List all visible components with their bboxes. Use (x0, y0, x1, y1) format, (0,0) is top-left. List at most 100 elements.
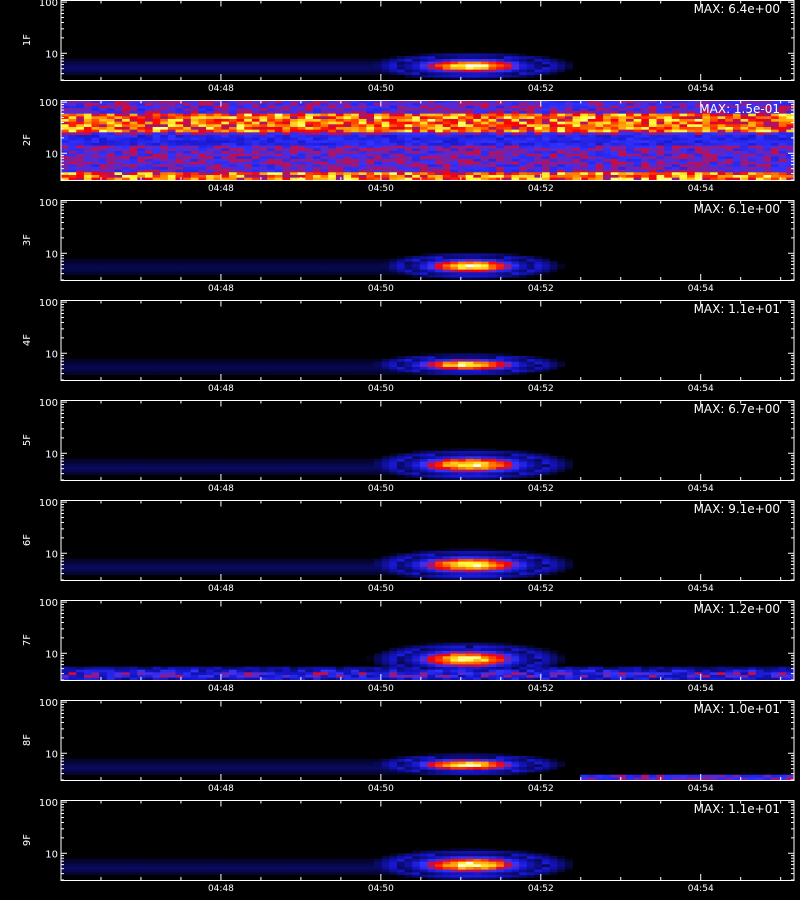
heatmap-cell (435, 477, 444, 481)
heatmap-cell (641, 158, 650, 162)
heatmap-cell (465, 137, 474, 141)
heatmap-cell (282, 129, 291, 133)
heatmap-cell (786, 134, 795, 138)
heatmap-cell (152, 72, 161, 75)
heatmap-cell (458, 466, 466, 470)
heatmap-cell (381, 164, 390, 167)
heatmap-cell (114, 142, 123, 146)
heatmap-cell (335, 72, 344, 75)
heatmap-cell (710, 166, 718, 170)
heatmap-cell (267, 61, 276, 65)
heatmap-cell (297, 72, 306, 75)
heatmap-cell (213, 121, 222, 125)
heatmap-cell (641, 113, 650, 117)
heatmap-cell (267, 66, 276, 70)
heatmap-cell (580, 164, 589, 167)
heatmap-cell (343, 264, 352, 267)
heatmap-cell (419, 261, 428, 265)
heatmap-cell (206, 105, 215, 109)
heatmap-cell (748, 174, 757, 178)
heatmap-cell (732, 116, 741, 119)
heatmap-cell (587, 100, 596, 103)
heatmap-cell (160, 258, 169, 262)
heatmap-cell (488, 256, 497, 259)
heatmap-cell (114, 108, 123, 111)
heatmap-cell (76, 264, 85, 267)
heatmap-cell (290, 132, 298, 135)
heatmap-cell (687, 169, 696, 173)
heatmap-cell (236, 264, 245, 267)
heatmap-cell (305, 110, 314, 114)
heatmap-cell (183, 266, 192, 270)
heatmap-cell (503, 364, 512, 367)
heatmap-cell (542, 129, 550, 133)
heatmap-cell (671, 132, 680, 135)
heatmap-cell (312, 361, 321, 365)
heatmap-cell (511, 61, 520, 65)
heatmap-cell (412, 150, 421, 154)
heatmap-cell (519, 364, 528, 367)
heatmap-cell (786, 118, 795, 122)
heatmap-cell (91, 364, 100, 367)
heatmap-cell (328, 110, 337, 114)
heatmap-cell (473, 158, 482, 162)
heatmap-cell (198, 272, 207, 275)
heatmap-cell (83, 126, 92, 130)
heatmap-cell (389, 64, 398, 67)
heatmap-cell (129, 174, 138, 178)
heatmap-cell (763, 116, 772, 119)
heatmap-cell (328, 153, 337, 157)
heatmap-cell (244, 145, 253, 149)
heatmap-cell (389, 134, 398, 138)
heatmap-cell (473, 277, 482, 281)
heatmap-cell (68, 108, 77, 111)
heatmap-cell (442, 140, 451, 143)
heatmap-cell (679, 134, 688, 138)
heatmap-cell (290, 105, 298, 109)
heatmap-cell (167, 174, 176, 178)
heatmap-cell (106, 469, 115, 473)
heatmap-cell (740, 161, 749, 165)
heatmap-cell (656, 126, 665, 130)
heatmap-cell (694, 148, 703, 151)
heatmap-cell (358, 361, 367, 365)
heatmap-cell (396, 58, 405, 62)
heatmap-cell (610, 108, 619, 111)
heatmap-cell (427, 261, 436, 265)
heatmap-cell (290, 153, 298, 157)
heatmap-cell (91, 172, 100, 175)
heatmap-cell (175, 153, 184, 157)
heatmap-cell (228, 150, 237, 154)
heatmap-cell (236, 145, 245, 149)
heatmap-cell (435, 121, 444, 125)
heatmap-cell (671, 177, 680, 181)
heatmap-cell (626, 118, 634, 122)
heatmap-cell (320, 464, 329, 467)
heatmap-cell (282, 369, 291, 373)
heatmap-cell (534, 108, 543, 111)
heatmap-cell (175, 100, 184, 103)
heatmap-cell (435, 358, 444, 362)
heatmap-cell (244, 361, 253, 365)
heatmap-cell (671, 102, 680, 106)
y-tick-label: 10 (45, 149, 58, 160)
heatmap-cell (748, 102, 757, 106)
heatmap-cell (488, 61, 497, 65)
heatmap-cell (251, 161, 260, 165)
heatmap-cell (534, 166, 543, 170)
heatmap-cell (76, 134, 85, 138)
heatmap-cell (610, 166, 619, 170)
heatmap-cell (557, 364, 566, 367)
heatmap-cell (412, 124, 421, 127)
heatmap-cell (778, 166, 787, 170)
heatmap-cell (267, 369, 276, 373)
heatmap-cell (389, 124, 398, 127)
heatmap-cell (312, 124, 321, 127)
heatmap-cell (213, 134, 222, 138)
heatmap-cell (488, 456, 497, 459)
heatmap-cell (427, 474, 436, 478)
heatmap-cell (374, 269, 382, 273)
heatmap-cell (99, 166, 108, 170)
heatmap-cell (167, 466, 176, 470)
heatmap-cell (183, 161, 192, 165)
